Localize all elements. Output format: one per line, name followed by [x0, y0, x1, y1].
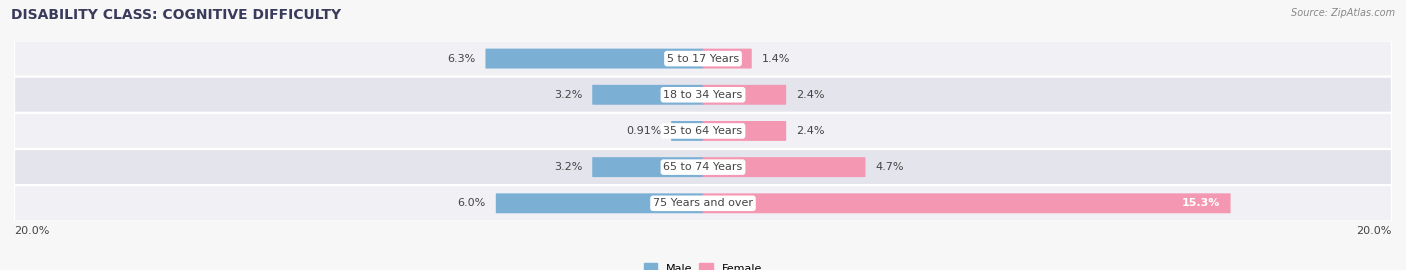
FancyBboxPatch shape	[496, 193, 703, 213]
FancyBboxPatch shape	[703, 49, 752, 69]
FancyBboxPatch shape	[485, 49, 703, 69]
Text: 6.3%: 6.3%	[447, 53, 475, 64]
Text: DISABILITY CLASS: COGNITIVE DIFFICULTY: DISABILITY CLASS: COGNITIVE DIFFICULTY	[11, 8, 342, 22]
Text: 20.0%: 20.0%	[14, 226, 49, 236]
Text: 4.7%: 4.7%	[875, 162, 904, 172]
Text: Source: ZipAtlas.com: Source: ZipAtlas.com	[1291, 8, 1395, 18]
FancyBboxPatch shape	[703, 157, 866, 177]
Legend: Male, Female: Male, Female	[644, 263, 762, 270]
FancyBboxPatch shape	[703, 193, 1230, 213]
FancyBboxPatch shape	[703, 121, 786, 141]
FancyBboxPatch shape	[14, 40, 1392, 77]
Text: 35 to 64 Years: 35 to 64 Years	[664, 126, 742, 136]
FancyBboxPatch shape	[14, 149, 1392, 185]
Text: 2.4%: 2.4%	[796, 90, 824, 100]
FancyBboxPatch shape	[703, 85, 786, 105]
Text: 3.2%: 3.2%	[554, 162, 582, 172]
Text: 75 Years and over: 75 Years and over	[652, 198, 754, 208]
Text: 2.4%: 2.4%	[796, 126, 824, 136]
FancyBboxPatch shape	[592, 157, 703, 177]
FancyBboxPatch shape	[592, 85, 703, 105]
FancyBboxPatch shape	[14, 185, 1392, 221]
Text: 0.91%: 0.91%	[626, 126, 661, 136]
FancyBboxPatch shape	[14, 113, 1392, 149]
FancyBboxPatch shape	[14, 77, 1392, 113]
Text: 1.4%: 1.4%	[762, 53, 790, 64]
Text: 18 to 34 Years: 18 to 34 Years	[664, 90, 742, 100]
Text: 3.2%: 3.2%	[554, 90, 582, 100]
Text: 15.3%: 15.3%	[1181, 198, 1219, 208]
Text: 20.0%: 20.0%	[1357, 226, 1392, 236]
FancyBboxPatch shape	[671, 121, 703, 141]
Text: 65 to 74 Years: 65 to 74 Years	[664, 162, 742, 172]
Text: 6.0%: 6.0%	[458, 198, 486, 208]
Text: 5 to 17 Years: 5 to 17 Years	[666, 53, 740, 64]
